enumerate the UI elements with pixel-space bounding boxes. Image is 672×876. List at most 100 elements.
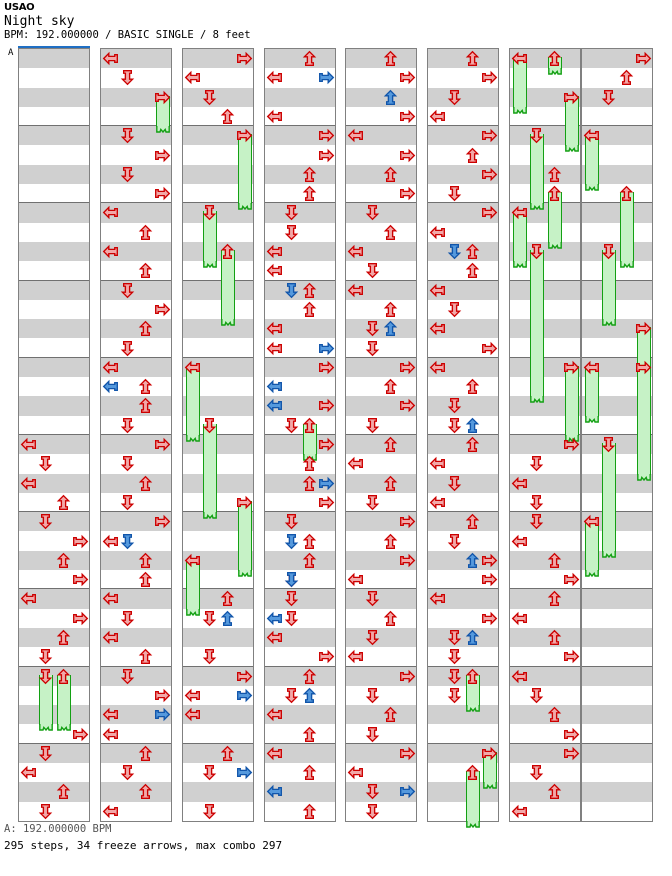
note-left-arrow-icon[interactable] (347, 648, 364, 665)
note-down-arrow-icon[interactable] (283, 513, 300, 530)
note-left-arrow-icon[interactable] (266, 69, 283, 86)
note-up-arrow-icon[interactable] (301, 166, 318, 183)
note-left-arrow-icon[interactable] (102, 803, 119, 820)
note-left-arrow-icon[interactable] (429, 108, 446, 125)
note-up-arrow-icon[interactable] (546, 706, 563, 723)
note-up-arrow-icon[interactable] (137, 648, 154, 665)
note-right-arrow-icon[interactable] (399, 359, 416, 376)
note-left-arrow-icon[interactable] (266, 320, 283, 337)
note-down-arrow-icon[interactable] (528, 513, 545, 530)
freeze-arrow-left[interactable] (185, 558, 200, 616)
note-left-arrow-icon[interactable] (184, 69, 201, 86)
freeze-head-left-arrow-icon[interactable] (511, 50, 528, 67)
note-left-arrow-icon[interactable] (20, 436, 37, 453)
note-left-arrow-icon[interactable] (266, 629, 283, 646)
note-up-arrow-icon[interactable] (301, 475, 318, 492)
freeze-arrow-right[interactable] (237, 500, 252, 577)
note-right-arrow-icon[interactable] (635, 50, 652, 67)
note-right-arrow-icon[interactable] (399, 552, 416, 569)
freeze-head-right-arrow-icon[interactable] (236, 494, 253, 511)
note-up-arrow-icon[interactable] (546, 552, 563, 569)
note-right-arrow-icon[interactable] (72, 726, 89, 743)
note-right-arrow-icon[interactable] (481, 571, 498, 588)
note-left-arrow-icon[interactable] (20, 475, 37, 492)
note-right-arrow-icon[interactable] (399, 397, 416, 414)
note-down-arrow-icon[interactable] (201, 89, 218, 106)
note-up-arrow-icon[interactable] (382, 320, 399, 337)
note-left-arrow-icon[interactable] (102, 590, 119, 607)
note-left-arrow-icon[interactable] (266, 243, 283, 260)
note-left-arrow-icon[interactable] (266, 397, 283, 414)
note-left-arrow-icon[interactable] (102, 726, 119, 743)
note-down-arrow-icon[interactable] (283, 610, 300, 627)
freeze-head-left-arrow-icon[interactable] (583, 359, 600, 376)
note-up-arrow-icon[interactable] (382, 610, 399, 627)
chart-column-8[interactable] (581, 48, 653, 822)
freeze-head-up-arrow-icon[interactable] (464, 668, 481, 685)
chart-column-1[interactable] (18, 48, 90, 822)
note-left-arrow-icon[interactable] (429, 590, 446, 607)
note-down-arrow-icon[interactable] (446, 533, 463, 550)
note-right-arrow-icon[interactable] (399, 783, 416, 800)
note-left-arrow-icon[interactable] (266, 783, 283, 800)
note-down-arrow-icon[interactable] (201, 803, 218, 820)
freeze-arrow-right[interactable] (564, 95, 579, 153)
note-left-arrow-icon[interactable] (511, 610, 528, 627)
note-down-arrow-icon[interactable] (283, 687, 300, 704)
note-up-arrow-icon[interactable] (464, 147, 481, 164)
note-up-arrow-icon[interactable] (464, 417, 481, 434)
note-up-arrow-icon[interactable] (382, 706, 399, 723)
note-right-arrow-icon[interactable] (481, 127, 498, 144)
note-right-arrow-icon[interactable] (318, 475, 335, 492)
freeze-head-right-arrow-icon[interactable] (154, 89, 171, 106)
freeze-arrow-down[interactable] (529, 134, 544, 210)
note-left-arrow-icon[interactable] (347, 571, 364, 588)
freeze-head-down-arrow-icon[interactable] (528, 243, 545, 260)
note-down-arrow-icon[interactable] (119, 610, 136, 627)
freeze-arrow-left[interactable] (584, 134, 599, 191)
note-right-arrow-icon[interactable] (481, 69, 498, 86)
note-down-arrow-icon[interactable] (446, 668, 463, 685)
note-up-arrow-icon[interactable] (137, 397, 154, 414)
note-down-arrow-icon[interactable] (446, 243, 463, 260)
note-left-arrow-icon[interactable] (347, 282, 364, 299)
freeze-head-left-arrow-icon[interactable] (184, 359, 201, 376)
note-up-arrow-icon[interactable] (382, 436, 399, 453)
note-right-arrow-icon[interactable] (399, 108, 416, 125)
note-down-arrow-icon[interactable] (119, 166, 136, 183)
note-right-arrow-icon[interactable] (72, 571, 89, 588)
note-left-arrow-icon[interactable] (102, 629, 119, 646)
freeze-arrow-left[interactable] (512, 57, 527, 114)
freeze-arrow-up[interactable] (56, 674, 71, 732)
note-down-arrow-icon[interactable] (37, 513, 54, 530)
note-left-arrow-icon[interactable] (429, 494, 446, 511)
note-down-arrow-icon[interactable] (201, 610, 218, 627)
note-right-arrow-icon[interactable] (399, 745, 416, 762)
note-down-arrow-icon[interactable] (283, 224, 300, 241)
note-down-arrow-icon[interactable] (446, 397, 463, 414)
freeze-head-down-arrow-icon[interactable] (201, 204, 218, 221)
note-up-arrow-icon[interactable] (301, 455, 318, 472)
note-down-arrow-icon[interactable] (283, 204, 300, 221)
note-right-arrow-icon[interactable] (154, 147, 171, 164)
note-left-arrow-icon[interactable] (429, 320, 446, 337)
note-down-arrow-icon[interactable] (119, 417, 136, 434)
note-up-arrow-icon[interactable] (464, 378, 481, 395)
note-left-arrow-icon[interactable] (184, 687, 201, 704)
freeze-arrow-up[interactable] (547, 57, 562, 75)
note-right-arrow-icon[interactable] (563, 571, 580, 588)
note-right-arrow-icon[interactable] (154, 706, 171, 723)
note-down-arrow-icon[interactable] (119, 494, 136, 511)
freeze-arrow-up[interactable] (619, 192, 634, 268)
note-down-arrow-icon[interactable] (446, 301, 463, 318)
note-left-arrow-icon[interactable] (266, 262, 283, 279)
note-down-arrow-icon[interactable] (364, 783, 381, 800)
freeze-head-right-arrow-icon[interactable] (563, 89, 580, 106)
freeze-head-right-arrow-icon[interactable] (481, 745, 498, 762)
note-right-arrow-icon[interactable] (236, 687, 253, 704)
note-down-arrow-icon[interactable] (119, 340, 136, 357)
note-left-arrow-icon[interactable] (347, 243, 364, 260)
note-up-arrow-icon[interactable] (382, 475, 399, 492)
note-up-arrow-icon[interactable] (464, 50, 481, 67)
note-up-arrow-icon[interactable] (219, 108, 236, 125)
